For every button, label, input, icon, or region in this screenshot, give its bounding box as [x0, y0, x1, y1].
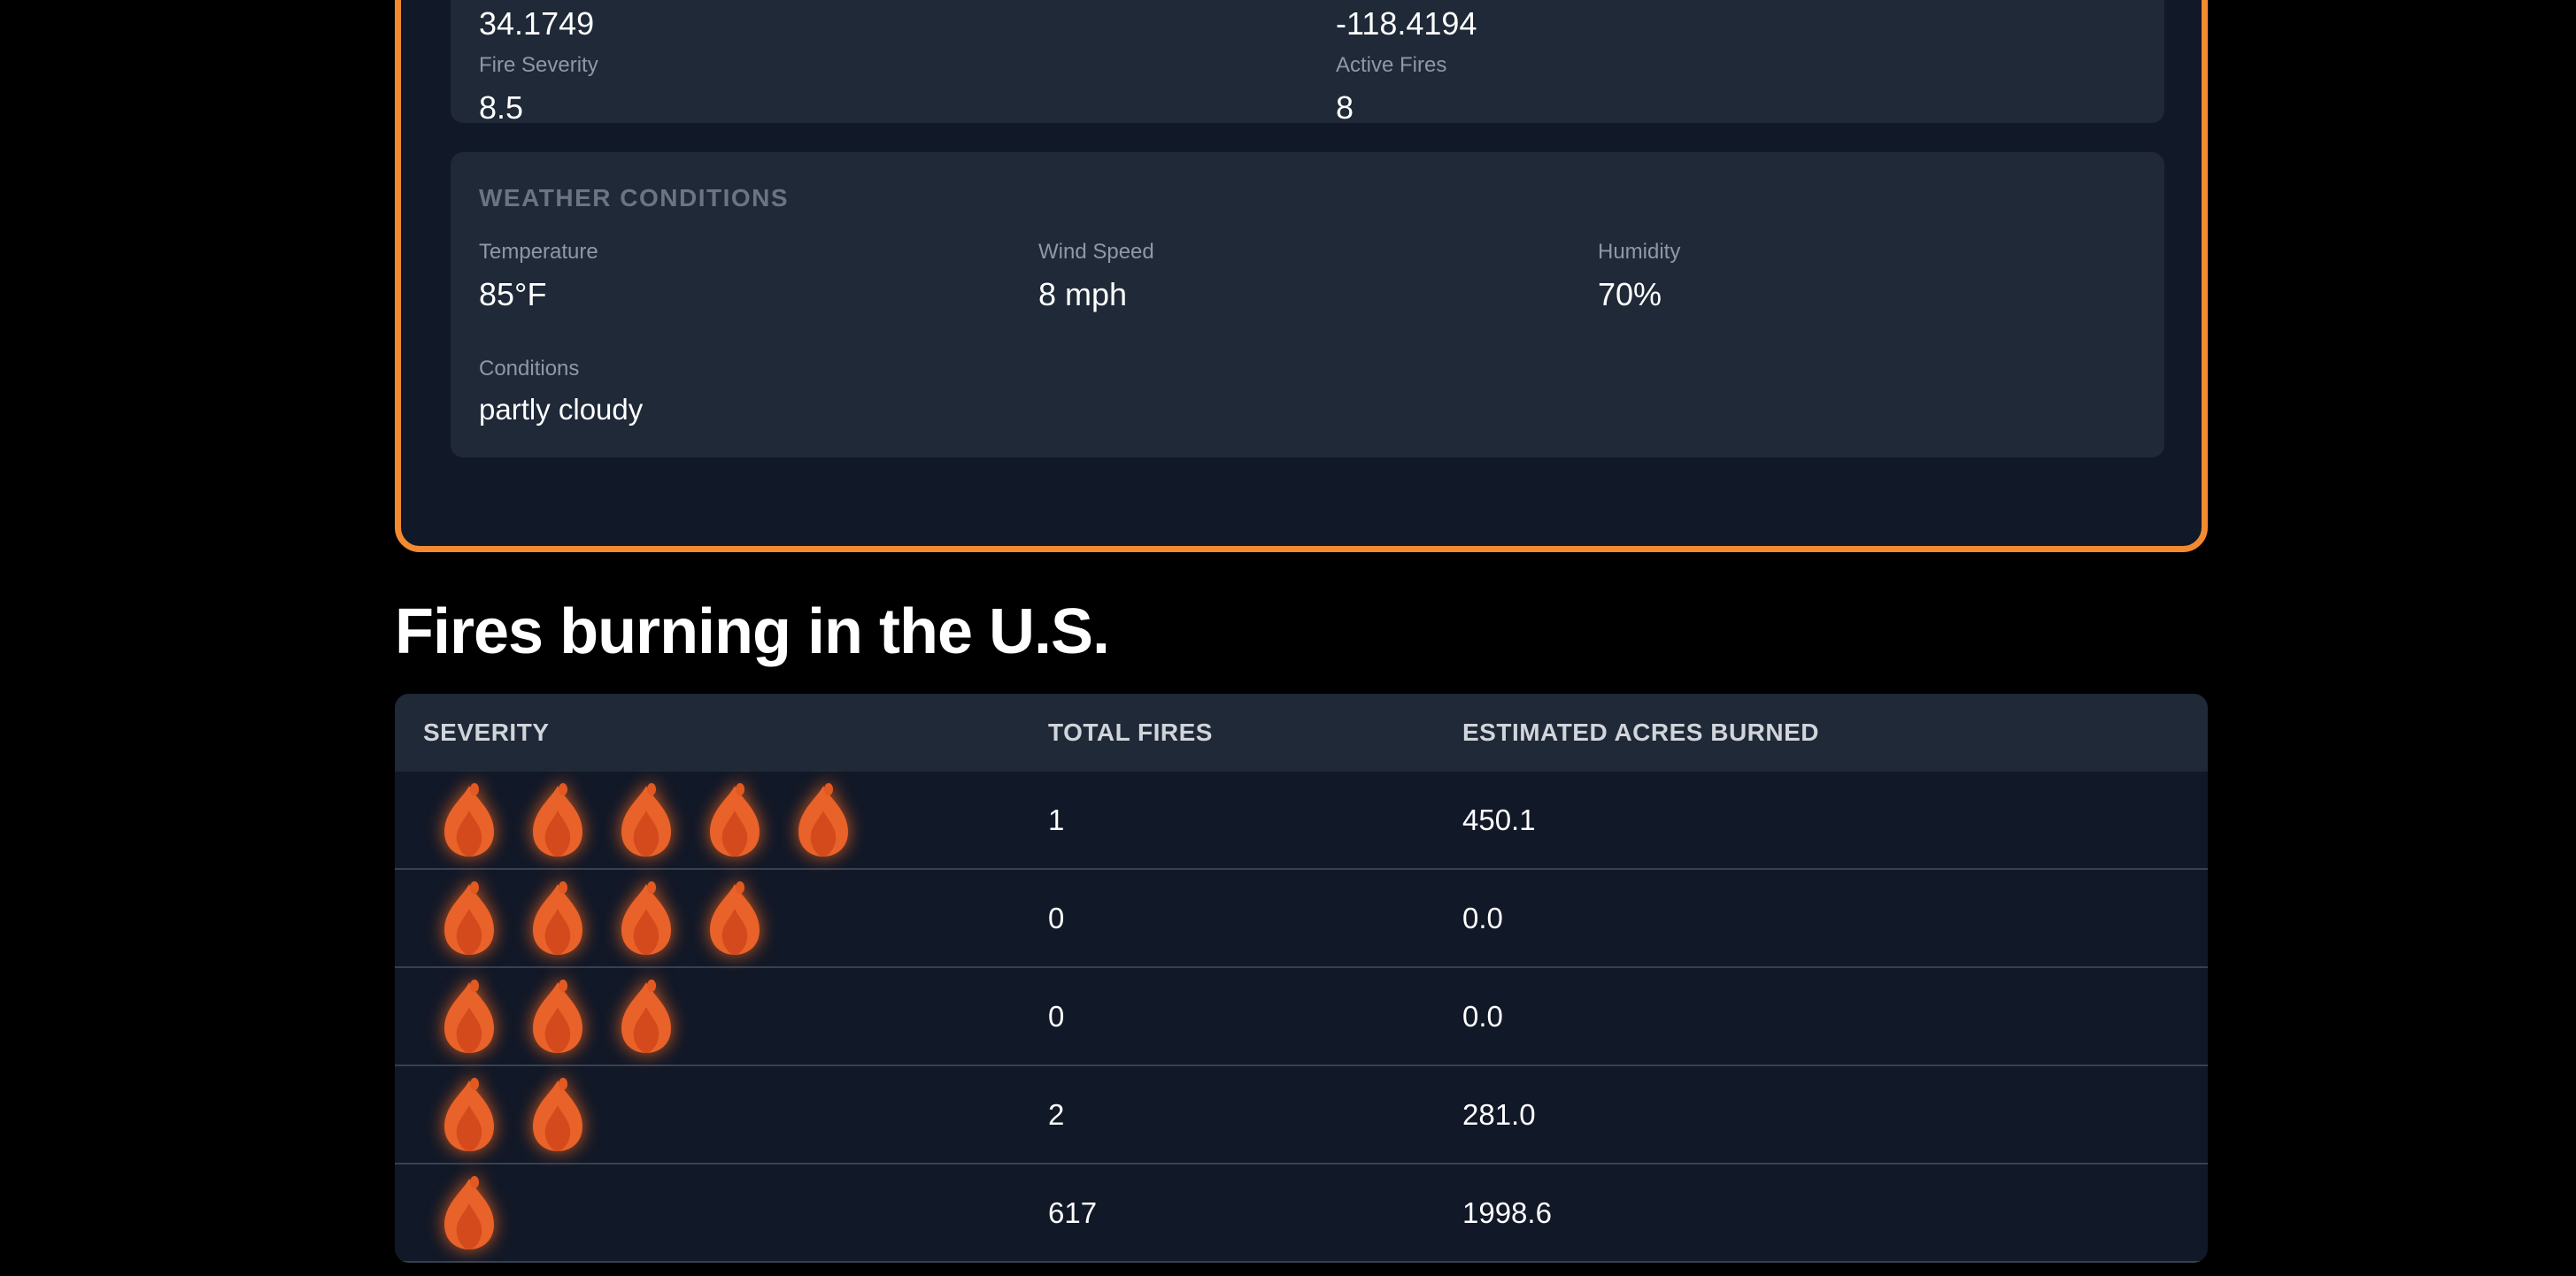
severity-flames — [423, 1173, 1020, 1253]
table-row: 0 0.0 — [395, 870, 2208, 968]
table-header-row: SEVERITY TOTAL FIRES ESTIMATED ACRES BUR… — [395, 694, 2208, 772]
column-header-acres-burned: ESTIMATED ACRES BURNED — [1434, 694, 2208, 772]
wind-speed-value: 8 mph — [1038, 276, 1128, 312]
acres-burned-cell: 281.0 — [1434, 1066, 2208, 1165]
severity-cell — [395, 1165, 1020, 1263]
humidity-value: 70% — [1598, 276, 1662, 312]
severity-flames — [423, 780, 1020, 860]
fire-severity-label: Fire Severity — [479, 53, 598, 77]
severity-cell — [395, 968, 1020, 1066]
column-header-total-fires: TOTAL FIRES — [1020, 694, 1434, 772]
flame-icon — [522, 879, 593, 958]
flame-icon — [434, 879, 505, 958]
flame-icon — [522, 977, 593, 1057]
column-header-severity: SEVERITY — [395, 694, 1020, 772]
severity-flames — [423, 879, 1020, 958]
temperature-label: Temperature — [479, 240, 598, 264]
wind-speed-field: Wind Speed 8 mph — [1038, 240, 1154, 314]
location-card: 34.1749 -118.4194 Fire Severity 8.5 Acti… — [395, 0, 2208, 552]
active-fires-value: 8 — [1336, 89, 1354, 126]
active-fires-label: Active Fires — [1336, 53, 1447, 77]
total-fires-cell: 2 — [1020, 1066, 1434, 1165]
location-panel: 34.1749 -118.4194 Fire Severity 8.5 Acti… — [451, 0, 2164, 126]
flame-icon — [699, 780, 770, 860]
fires-table-body: 1 450.1 0 0.0 0 0.0 2 281.0 617 1998.6 — [395, 772, 2208, 1263]
weather-heading: WEATHER CONDITIONS — [479, 184, 790, 211]
flame-icon — [434, 1173, 505, 1253]
fire-severity-value: 8.5 — [479, 89, 524, 126]
table-row: 617 1998.6 — [395, 1165, 2208, 1263]
acres-burned-cell: 0.0 — [1434, 968, 2208, 1066]
acres-burned-cell: 1998.6 — [1434, 1165, 2208, 1263]
latitude-value: 34.1749 — [479, 5, 595, 42]
fire-severity-field: Fire Severity 8.5 — [479, 53, 598, 127]
flame-icon — [611, 879, 682, 958]
conditions-field: Conditions partly cloudy — [479, 357, 643, 429]
active-fires-field: Active Fires 8 — [1336, 53, 1446, 127]
longitude-field: -118.4194 — [1336, 4, 1477, 43]
severity-flames — [423, 977, 1020, 1057]
fires-table: SEVERITY TOTAL FIRES ESTIMATED ACRES BUR… — [395, 694, 2208, 1263]
total-fires-cell: 617 — [1020, 1165, 1434, 1263]
severity-cell — [395, 1066, 1020, 1165]
table-row: 2 281.0 — [395, 1066, 2208, 1165]
severity-flames — [423, 1075, 1020, 1155]
longitude-value: -118.4194 — [1336, 5, 1477, 42]
wind-speed-label: Wind Speed — [1038, 240, 1154, 264]
flame-icon — [434, 1075, 505, 1155]
humidity-field: Humidity 70% — [1598, 240, 1680, 314]
table-row: 1 450.1 — [395, 772, 2208, 870]
weather-panel: WEATHER CONDITIONS Temperature 85°F Wind… — [451, 152, 2164, 457]
temperature-field: Temperature 85°F — [479, 240, 598, 314]
conditions-label: Conditions — [479, 357, 580, 380]
total-fires-cell: 0 — [1020, 968, 1434, 1066]
flame-icon — [522, 780, 593, 860]
flame-icon — [522, 1075, 593, 1155]
conditions-value: partly cloudy — [479, 393, 644, 426]
total-fires-cell: 1 — [1020, 772, 1434, 870]
flame-icon — [611, 977, 682, 1057]
fires-section-title: Fires burning in the U.S. — [395, 596, 1110, 667]
flame-icon — [434, 780, 505, 860]
table-row: 0 0.0 — [395, 968, 2208, 1066]
severity-cell — [395, 870, 1020, 968]
acres-burned-cell: 0.0 — [1434, 870, 2208, 968]
flame-icon — [611, 780, 682, 860]
flame-icon — [434, 977, 505, 1057]
humidity-label: Humidity — [1598, 240, 1681, 264]
temperature-value: 85°F — [479, 276, 547, 312]
severity-cell — [395, 772, 1020, 870]
flame-icon — [699, 879, 770, 958]
total-fires-cell: 0 — [1020, 870, 1434, 968]
acres-burned-cell: 450.1 — [1434, 772, 2208, 870]
flame-icon — [788, 780, 859, 860]
latitude-field: 34.1749 — [479, 4, 594, 43]
